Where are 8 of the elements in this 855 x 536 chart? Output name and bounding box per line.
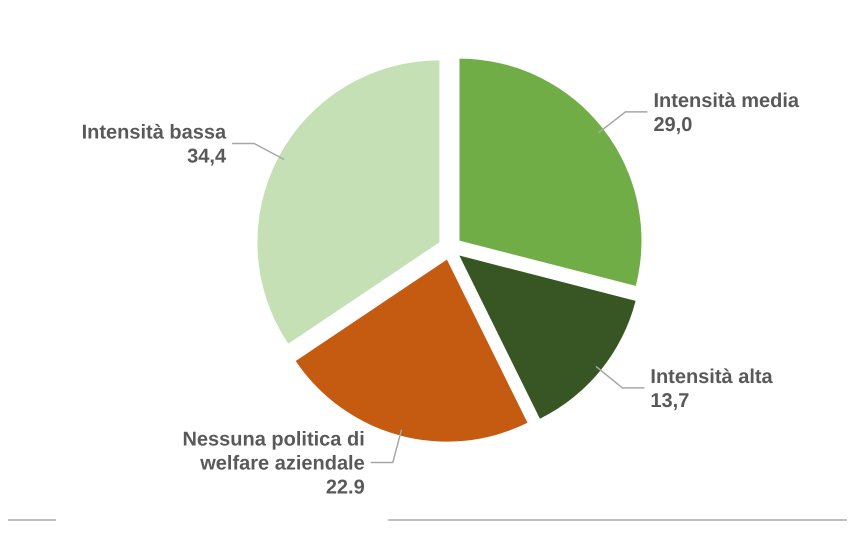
data-label: 22.9 bbox=[326, 476, 365, 499]
slice-label: Intensità media bbox=[653, 90, 800, 112]
data-label: 34,4 bbox=[187, 145, 227, 168]
slice-label: Nessuna politica di welfare aziendale bbox=[182, 428, 365, 475]
data-label: 29,0 bbox=[653, 114, 692, 136]
data-label: 13,7 bbox=[650, 390, 690, 412]
slice-label: Intensità bassa bbox=[82, 121, 227, 144]
slice-label: Intensità alta bbox=[650, 366, 774, 388]
